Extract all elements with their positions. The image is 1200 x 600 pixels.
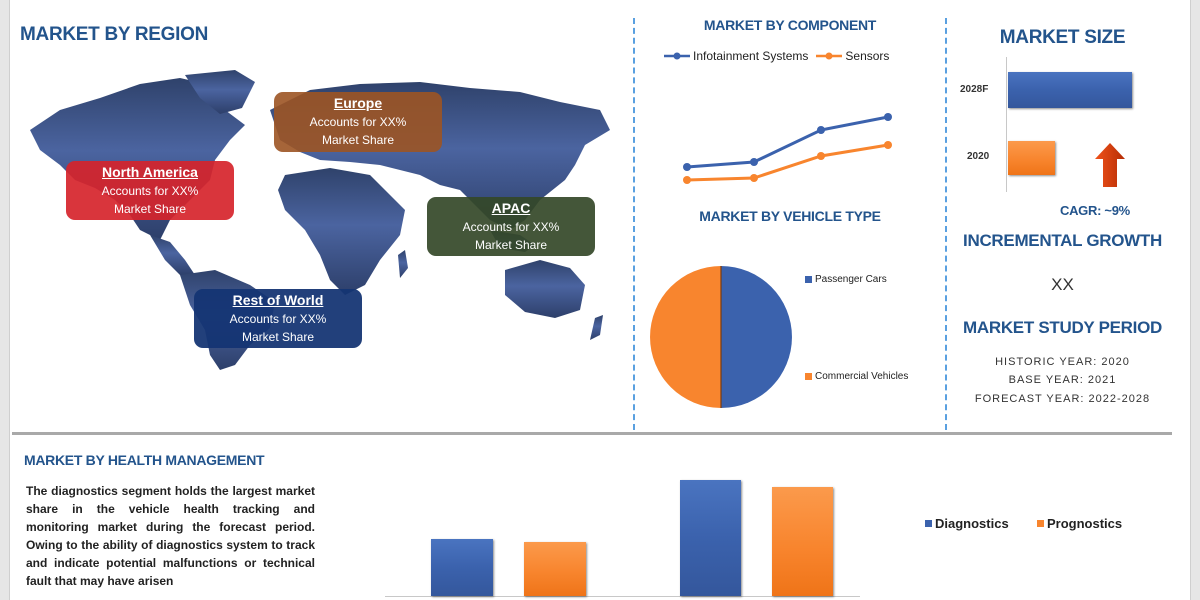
column-divider-2 — [945, 18, 947, 430]
legend-passenger-cars: Passenger Cars — [805, 274, 887, 285]
health-bar-prognostics-1 — [524, 542, 586, 596]
region-share: Accounts for XX% — [309, 115, 407, 129]
legend-infotainment: Infotainment Systems — [664, 49, 808, 63]
health-bar-diagnostics-2 — [680, 480, 741, 596]
region-box-north-america: North America Accounts for XX% Market Sh… — [66, 161, 234, 220]
left-margin — [0, 0, 10, 600]
forecast-year: FORECAST YEAR: 2022-2028 — [974, 393, 1151, 405]
health-bar-prognostics-2 — [772, 487, 833, 596]
market-size-label-2028: 2028F — [960, 84, 989, 95]
incremental-value: XX — [1051, 275, 1074, 294]
region-box-europe: Europe Accounts for XX% Market Share — [274, 92, 442, 152]
market-size-label-2020: 2020 — [967, 151, 990, 162]
health-description: The diagnostics segment holds the larges… — [26, 484, 315, 588]
region-name: Rest of World — [232, 292, 324, 308]
growth-arrow-icon — [1095, 143, 1125, 187]
region-title: MARKET BY REGION — [20, 24, 209, 45]
line-marker-blue-icon — [664, 52, 690, 60]
component-title: MARKET BY COMPONENT — [703, 17, 877, 33]
region-share: Accounts for XX% — [462, 220, 560, 234]
vehicle-pie-chart — [650, 266, 792, 408]
market-size-axis — [1006, 57, 1007, 192]
orange-square-icon — [805, 373, 812, 380]
region-name: North America — [102, 164, 198, 180]
region-name: Europe — [333, 95, 383, 111]
legend-commercial-vehicles: Commercial Vehicles — [805, 371, 908, 382]
blue-square-icon — [805, 276, 812, 283]
market-size-bar-2020 — [1008, 141, 1055, 175]
legend-diagnostics: Diagnostics — [925, 516, 1009, 531]
market-size-title: MARKET SIZE — [999, 27, 1126, 48]
legend-prognostics: Prognostics — [1037, 516, 1122, 531]
study-title: MARKET STUDY PERIOD — [963, 318, 1162, 337]
region-share-label: Market Share — [321, 133, 395, 147]
region-share-label: Market Share — [241, 330, 315, 344]
region-box-apac: APAC Accounts for XX% Market Share — [427, 197, 595, 256]
health-bar-diagnostics-1 — [431, 539, 493, 596]
historic-year: HISTORIC YEAR: 2020 — [995, 356, 1130, 368]
region-share-label: Market Share — [113, 202, 187, 216]
incremental-title: INCREMENTAL GROWTH — [963, 231, 1162, 250]
blue-square-icon — [925, 520, 932, 527]
base-year: BASE YEAR: 2021 — [1008, 374, 1117, 386]
health-chart-baseline — [385, 596, 860, 597]
world-map — [30, 70, 610, 370]
component-line-chart — [683, 113, 892, 184]
market-size-bar-2028 — [1008, 72, 1132, 108]
region-name: APAC — [491, 200, 531, 216]
orange-square-icon — [1037, 520, 1044, 527]
vehicle-title: MARKET BY VEHICLE TYPE — [699, 208, 881, 224]
health-title: MARKET BY HEALTH MANAGEMENT — [24, 452, 265, 468]
region-box-rest-of-world: Rest of World Accounts for XX% Market Sh… — [194, 289, 362, 348]
column-divider-1 — [633, 18, 635, 430]
component-legend: Infotainment Systems Sensors — [664, 49, 889, 63]
cagr-label: CAGR: ~9% — [1060, 203, 1130, 218]
legend-sensors: Sensors — [816, 49, 889, 63]
region-share-label: Market Share — [474, 238, 548, 252]
region-share: Accounts for XX% — [229, 312, 327, 326]
right-margin — [1190, 0, 1200, 600]
line-marker-orange-icon — [816, 52, 843, 60]
section-divider — [12, 432, 1172, 435]
region-share: Accounts for XX% — [101, 184, 199, 198]
